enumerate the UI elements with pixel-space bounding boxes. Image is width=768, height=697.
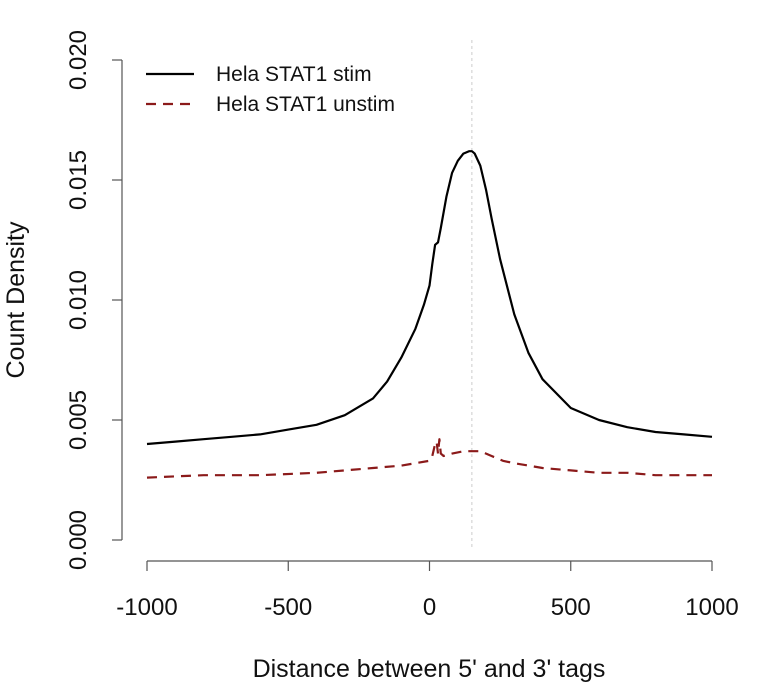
y-tick-label: 0.005: [65, 390, 92, 450]
legend-label-2: Hela STAT1 unstim: [216, 93, 395, 116]
series-line-1: [146, 150, 713, 446]
y-tick-label: 0.015: [65, 150, 92, 210]
y-axis-title: Count Density: [2, 221, 30, 379]
x-axis-title: Distance between 5' and 3' tags: [253, 655, 606, 683]
x-tick-label: -1000: [116, 594, 177, 621]
y-tick-label: 0.020: [65, 30, 92, 90]
series-line-2: [146, 438, 712, 479]
y-tick-label: 0.010: [65, 270, 92, 330]
legend: Hela STAT1 stim Hela STAT1 unstim: [146, 63, 395, 116]
x-tick-label: 1000: [685, 594, 738, 621]
plot-area: [146, 40, 713, 550]
axes: 0.000 0.005 0.010 0.015 0.020 -1000 -500 0 500 10…: [65, 30, 739, 621]
x-tick-label: 500: [551, 594, 591, 621]
legend-label-1: Hela STAT1 stim: [216, 63, 372, 86]
y-tick-label: 0.000: [65, 510, 92, 570]
x-tick-label: 0: [423, 594, 436, 621]
x-tick-label: -500: [264, 594, 312, 621]
